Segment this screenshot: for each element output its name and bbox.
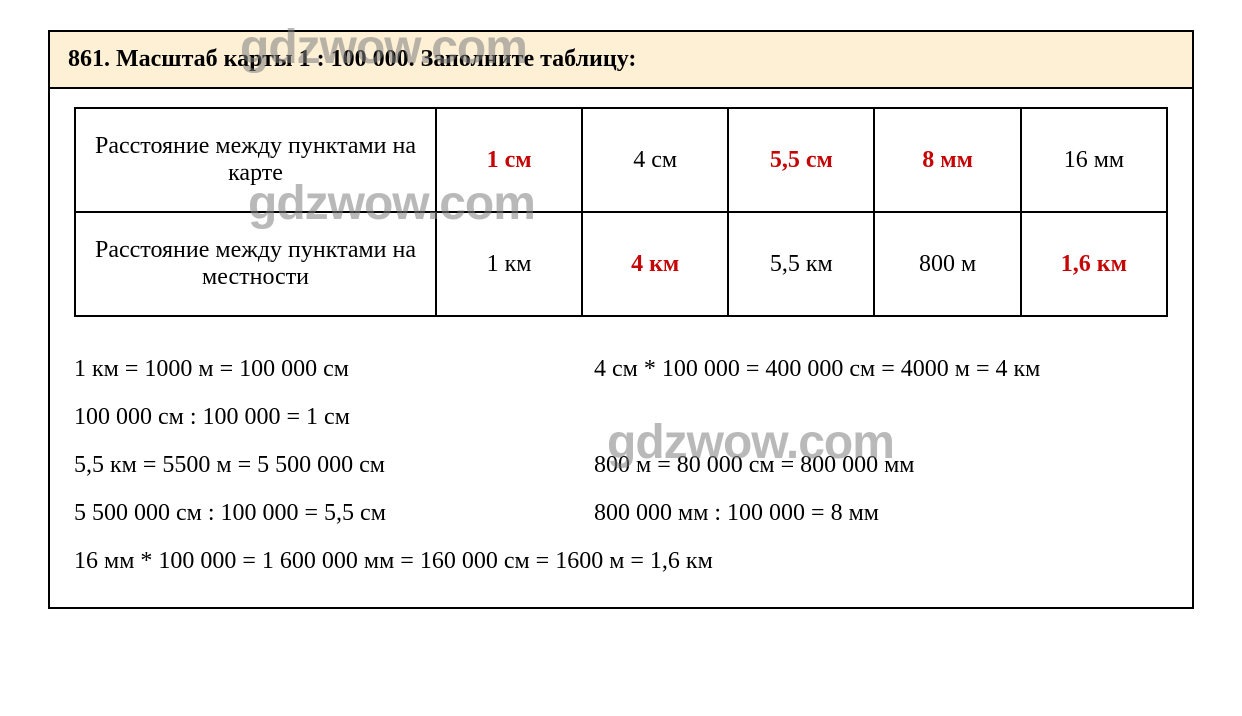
problem-header: 861. Масштаб карты 1 : 100 000. Заполнит… bbox=[50, 32, 1192, 89]
calc-text: 5,5 км = 5500 м = 5 500 000 см bbox=[74, 441, 594, 489]
table-cell: 1 см bbox=[436, 108, 582, 212]
row-label: Расстояние между пунктами на карте bbox=[75, 108, 436, 212]
table-cell: 4 км bbox=[582, 212, 728, 316]
row-label: Расстояние между пунктами на местности bbox=[75, 212, 436, 316]
problem-body: Расстояние между пунктами на карте 1 см … bbox=[50, 89, 1192, 607]
scale-table: Расстояние между пунктами на карте 1 см … bbox=[74, 107, 1168, 317]
calc-text: 5 500 000 см : 100 000 = 5,5 см bbox=[74, 489, 594, 537]
table-cell: 1,6 км bbox=[1021, 212, 1167, 316]
calc-text bbox=[594, 393, 1168, 441]
table-cell: 5,5 км bbox=[728, 212, 874, 316]
calc-text: 800 000 мм : 100 000 = 8 мм bbox=[594, 489, 1168, 537]
table-cell: 1 км bbox=[436, 212, 582, 316]
table-cell: 16 мм bbox=[1021, 108, 1167, 212]
calc-line: 1 км = 1000 м = 100 000 см 4 см * 100 00… bbox=[74, 345, 1168, 393]
calc-text: 1 км = 1000 м = 100 000 см bbox=[74, 345, 594, 393]
table-cell: 4 см bbox=[582, 108, 728, 212]
calc-text: 100 000 см : 100 000 = 1 см bbox=[74, 393, 594, 441]
calc-line: 5,5 км = 5500 м = 5 500 000 см 800 м = 8… bbox=[74, 441, 1168, 489]
calc-line: 5 500 000 см : 100 000 = 5,5 см 800 000 … bbox=[74, 489, 1168, 537]
calc-text: 4 см * 100 000 = 400 000 см = 4000 м = 4… bbox=[594, 345, 1168, 393]
calc-text: 800 м = 80 000 см = 800 000 мм bbox=[594, 441, 1168, 489]
table-cell: 8 мм bbox=[874, 108, 1020, 212]
problem-title: 861. Масштаб карты 1 : 100 000. Заполнит… bbox=[68, 46, 636, 72]
problem-container: 861. Масштаб карты 1 : 100 000. Заполнит… bbox=[48, 30, 1194, 609]
calc-line: 100 000 см : 100 000 = 1 см bbox=[74, 393, 1168, 441]
calculations: 1 км = 1000 м = 100 000 см 4 см * 100 00… bbox=[74, 345, 1168, 585]
table-cell: 800 м bbox=[874, 212, 1020, 316]
table-cell: 5,5 см bbox=[728, 108, 874, 212]
table-row: Расстояние между пунктами на карте 1 см … bbox=[75, 108, 1167, 212]
table-row: Расстояние между пунктами на местности 1… bbox=[75, 212, 1167, 316]
calc-line: 16 мм * 100 000 = 1 600 000 мм = 160 000… bbox=[74, 537, 1168, 585]
calc-text: 16 мм * 100 000 = 1 600 000 мм = 160 000… bbox=[74, 537, 1168, 585]
